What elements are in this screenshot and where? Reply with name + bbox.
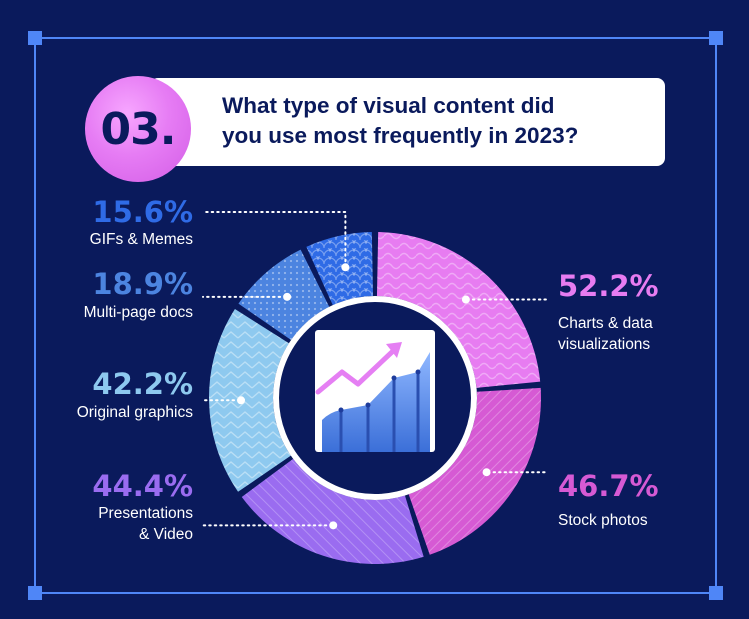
question-number-badge: 03. (85, 76, 191, 182)
category-label-gifs: GIFs & Memes (89, 231, 193, 248)
category-label-presentations: Presentations & Video (98, 503, 193, 545)
segment-pattern (376, 232, 541, 388)
category-label-charts: Charts & data visualizations (558, 313, 653, 355)
frame-corner-tr (709, 31, 723, 45)
connector-dot-original (237, 396, 246, 405)
donut-segment-gifs (306, 232, 374, 306)
value-label-charts: 52.2% (558, 269, 659, 303)
segment-pattern (408, 387, 541, 555)
donut-segment-charts (376, 232, 541, 388)
value-label-multipage: 18.9% (92, 267, 193, 301)
frame-corner-bl (28, 586, 42, 600)
frame-left-line (34, 37, 36, 594)
chart-growth-icon (315, 330, 435, 452)
donut-segment-stock (408, 387, 541, 555)
category-label-original: Original graphics (76, 404, 193, 421)
connector-dot-multipage (283, 292, 292, 301)
frame-bottom-line (34, 592, 717, 594)
category-label-stock: Stock photos (558, 512, 648, 529)
connector-dot-presentations (329, 521, 338, 530)
question-line-2: you use most frequently in 2023? (222, 123, 579, 148)
frame-right-line (715, 37, 717, 594)
category-label-line: Charts & data (558, 315, 653, 332)
category-label-line: & Video (138, 526, 193, 543)
donut-segment-presentations (241, 458, 424, 564)
question-box (150, 78, 665, 166)
frame-corner-tl (28, 31, 42, 45)
segment-pattern (208, 308, 291, 492)
frame-top-line (34, 37, 717, 39)
question-text: What type of visual content did you use … (222, 91, 652, 151)
segment-pattern (306, 232, 374, 306)
question-number: 03. (100, 103, 177, 155)
value-label-gifs: 15.6% (92, 195, 193, 229)
value-label-presentations: 44.4% (92, 469, 193, 503)
category-label-line: visualizations (558, 336, 651, 353)
value-label-stock: 46.7% (558, 469, 659, 503)
connector-dot-charts (461, 295, 470, 304)
connector-dot-gifs (341, 263, 350, 272)
segment-pattern (241, 458, 424, 564)
connector-dot-stock (482, 468, 491, 477)
frame-corner-br (709, 586, 723, 600)
value-label-original: 42.2% (92, 367, 193, 401)
category-label-line: Presentations (98, 505, 193, 522)
question-line-1: What type of visual content did (222, 93, 555, 118)
trend-arrow-icon (315, 349, 395, 395)
donut-segment-original (208, 308, 291, 492)
arrow-head-icon (386, 342, 402, 358)
chart-icon-area (322, 352, 430, 452)
category-label-multipage: Multi-page docs (83, 304, 193, 321)
leader-line-gifs (202, 211, 347, 263)
